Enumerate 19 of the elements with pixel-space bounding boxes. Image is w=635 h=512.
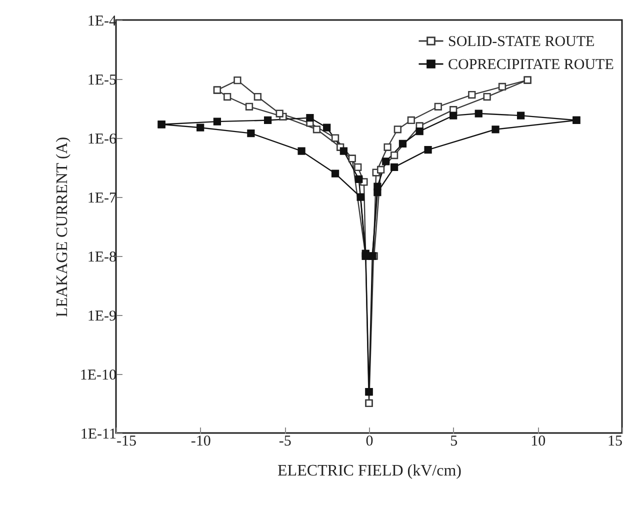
y-tick-label: 1E-8 bbox=[87, 250, 116, 266]
x-tick-label: 10 bbox=[530, 434, 546, 450]
x-tick-label: 5 bbox=[450, 434, 458, 450]
y-tick-label: 1E-4 bbox=[87, 14, 117, 30]
y-tick-label: 1E-11 bbox=[80, 426, 116, 442]
y-axis-title: LEAKAGE CURRENT (A) bbox=[54, 136, 71, 318]
x-tick-label: -15 bbox=[116, 434, 136, 450]
legend-label: COPRECIPITATE ROUTE bbox=[448, 57, 614, 73]
x-tick-label: 15 bbox=[608, 434, 622, 450]
x-tick-label: -5 bbox=[278, 434, 292, 450]
x-tick-label: 0 bbox=[366, 434, 374, 450]
legend-label: SOLID-STATE ROUTE bbox=[448, 34, 595, 50]
x-axis-title: ELECTRIC FIELD (kV/cm) bbox=[278, 462, 462, 480]
y-tick-label: 1E-7 bbox=[87, 190, 117, 206]
y-tick-label: 1E-6 bbox=[87, 132, 117, 148]
y-tick-label: 1E-9 bbox=[87, 308, 116, 324]
y-tick-label: 1E-5 bbox=[87, 72, 116, 88]
y-tick-label: 1E-10 bbox=[80, 368, 116, 384]
x-tick-label: -10 bbox=[190, 434, 211, 450]
